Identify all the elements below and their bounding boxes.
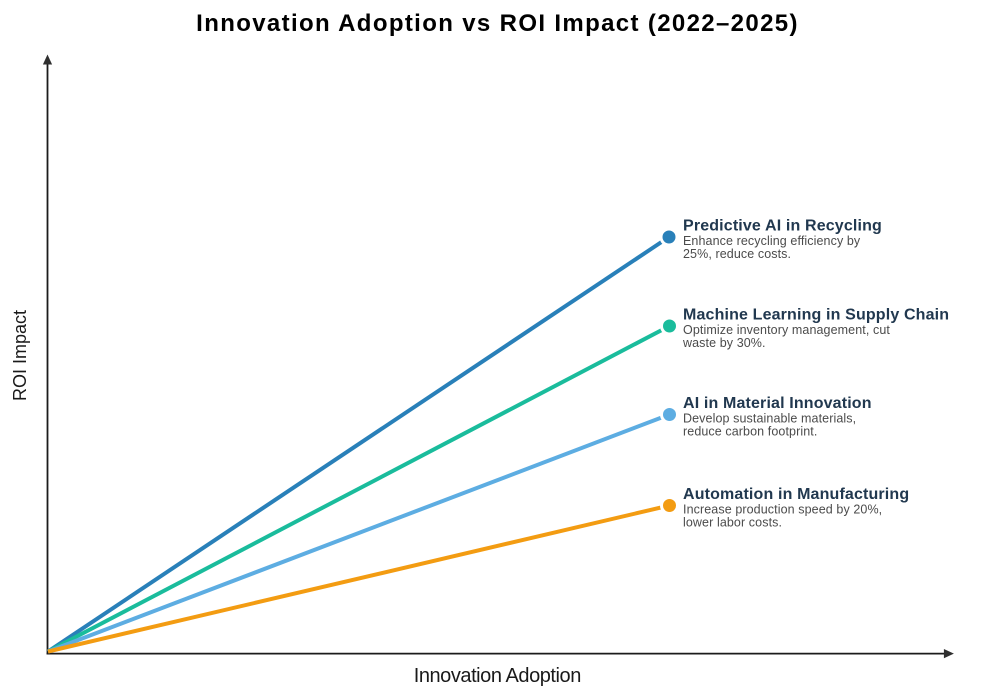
svg-text:Predictive AI in Recycling: Predictive AI in Recycling — [683, 218, 882, 235]
svg-text:Increase production speed by 2: Increase production speed by 20%, — [683, 503, 882, 517]
svg-text:AI in Material Innovation: AI in Material Innovation — [683, 395, 872, 412]
svg-text:Innovation Adoption: Innovation Adoption — [414, 665, 581, 687]
svg-text:25%, reduce costs.: 25%, reduce costs. — [683, 247, 791, 261]
svg-text:Automation in Manufacturing: Automation in Manufacturing — [683, 486, 909, 503]
svg-text:reduce carbon footprint.: reduce carbon footprint. — [683, 425, 817, 439]
svg-text:Develop sustainable materials,: Develop sustainable materials, — [683, 412, 856, 426]
svg-text:Optimize inventory management,: Optimize inventory management, cut — [683, 323, 890, 337]
svg-text:waste by 30%.: waste by 30%. — [682, 336, 766, 350]
svg-text:Enhance recycling efficiency b: Enhance recycling efficiency by — [683, 234, 861, 248]
svg-text:lower labor costs.: lower labor costs. — [683, 516, 782, 530]
svg-text:Machine Learning in Supply Cha: Machine Learning in Supply Chain — [683, 307, 949, 324]
svg-text:ROI Impact: ROI Impact — [10, 310, 30, 401]
svg-text:Innovation Adoption vs ROI Imp: Innovation Adoption vs ROI Impact (2022–… — [196, 10, 799, 37]
